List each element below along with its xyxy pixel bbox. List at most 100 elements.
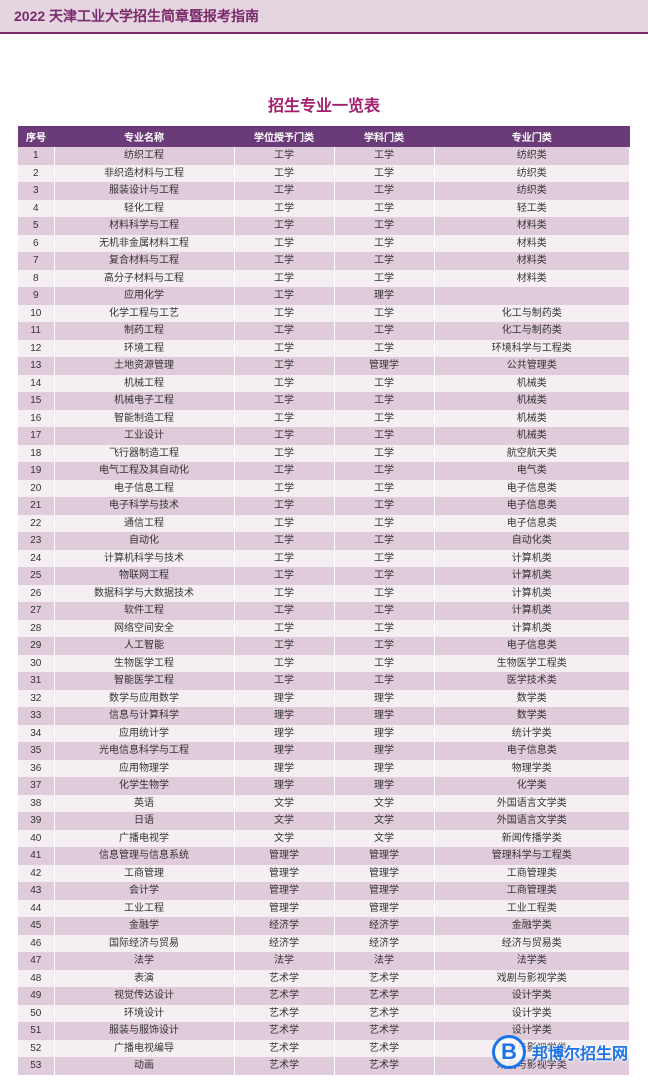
table-cell: 22	[18, 515, 54, 533]
table-cell: 38	[18, 795, 54, 813]
table-row: 1纺织工程工学工学纺织类	[18, 147, 630, 165]
table-cell: 11	[18, 322, 54, 340]
table-cell: 16	[18, 410, 54, 428]
table-cell: 工学	[334, 585, 434, 603]
table-cell: 35	[18, 742, 54, 760]
th-cat: 专业门类	[434, 126, 630, 147]
table-cell: 文学	[334, 812, 434, 830]
table-cell: 工学	[334, 252, 434, 270]
table-row: 16智能制造工程工学工学机械类	[18, 410, 630, 428]
table-row: 36应用物理学理学理学物理学类	[18, 760, 630, 778]
table-cell: 工学	[234, 550, 334, 568]
table-row: 41信息管理与信息系统管理学管理学管理科学与工程类	[18, 847, 630, 865]
table-cell: 软件工程	[54, 602, 234, 620]
table-cell: 艺术学	[234, 1057, 334, 1075]
table-cell: 9	[18, 287, 54, 305]
table-cell: 31	[18, 672, 54, 690]
table-cell: 17	[18, 427, 54, 445]
table-cell: 智能制造工程	[54, 410, 234, 428]
table-cell: 39	[18, 812, 54, 830]
table-row: 38英语文学文学外国语言文学类	[18, 795, 630, 813]
table-cell	[434, 287, 630, 305]
table-cell: 工业工程	[54, 900, 234, 918]
table-cell: 工学	[234, 200, 334, 218]
table-cell: 机械电子工程	[54, 392, 234, 410]
table-cell: 工学	[234, 340, 334, 358]
table-cell: 物联网工程	[54, 567, 234, 585]
table-cell: 42	[18, 865, 54, 883]
table-cell: 复合材料与工程	[54, 252, 234, 270]
table-cell: 计算机类	[434, 620, 630, 638]
table-cell: 法学类	[434, 952, 630, 970]
table-cell: 材料类	[434, 235, 630, 253]
table-cell: 轻化工程	[54, 200, 234, 218]
table-cell: 理学	[334, 690, 434, 708]
table-row: 29人工智能工学工学电子信息类	[18, 637, 630, 655]
table-cell: 电气工程及其自动化	[54, 462, 234, 480]
table-cell: 工学	[234, 147, 334, 165]
table-cell: 电子信息类	[434, 742, 630, 760]
table-cell: 52	[18, 1040, 54, 1058]
table-cell: 化学类	[434, 777, 630, 795]
table-row: 7复合材料与工程工学工学材料类	[18, 252, 630, 270]
table-cell: 工业工程类	[434, 900, 630, 918]
table-row: 3服装设计与工程工学工学纺织类	[18, 182, 630, 200]
table-row: 32数学与应用数学理学理学数学类	[18, 690, 630, 708]
table-cell: 数学类	[434, 690, 630, 708]
table-row: 48表演艺术学艺术学戏剧与影视学类	[18, 970, 630, 988]
table-row: 13土地资源管理工学管理学公共管理类	[18, 357, 630, 375]
table-cell: 广播电视编导	[54, 1040, 234, 1058]
table-row: 42工商管理管理学管理学工商管理类	[18, 865, 630, 883]
table-row: 11制药工程工学工学化工与制药类	[18, 322, 630, 340]
table-cell: 生物医学工程	[54, 655, 234, 673]
table-cell: 2	[18, 165, 54, 183]
majors-table: 序号 专业名称 学位授予门类 学科门类 专业门类 1纺织工程工学工学纺织类2非织…	[18, 126, 630, 1075]
table-cell: 艺术学	[334, 1005, 434, 1023]
table-cell: 理学	[234, 690, 334, 708]
table-row: 52广播电视编导艺术学艺术学戏剧与影视学类	[18, 1040, 630, 1058]
table-cell: 30	[18, 655, 54, 673]
table-cell: 高分子材料与工程	[54, 270, 234, 288]
table-cell: 应用统计学	[54, 725, 234, 743]
table-cell: 20	[18, 480, 54, 498]
table-cell: 艺术学	[234, 987, 334, 1005]
table-row: 15机械电子工程工学工学机械类	[18, 392, 630, 410]
table-cell: 金融学	[54, 917, 234, 935]
table-cell: 服装设计与工程	[54, 182, 234, 200]
table-row: 51服装与服饰设计艺术学艺术学设计学类	[18, 1022, 630, 1040]
table-cell: 外国语言文学类	[434, 795, 630, 813]
table-cell: 理学	[234, 742, 334, 760]
th-major: 专业名称	[54, 126, 234, 147]
table-cell: 艺术学	[334, 1022, 434, 1040]
table-cell: 艺术学	[234, 1040, 334, 1058]
table-cell: 法学	[334, 952, 434, 970]
table-row: 24计算机科学与技术工学工学计算机类	[18, 550, 630, 568]
table-cell: 工学	[234, 287, 334, 305]
table-cell: 45	[18, 917, 54, 935]
table-cell: 材料类	[434, 252, 630, 270]
table-cell: 工学	[334, 515, 434, 533]
table-cell: 46	[18, 935, 54, 953]
table-cell: 管理学	[334, 882, 434, 900]
table-cell: 信息管理与信息系统	[54, 847, 234, 865]
table-cell: 艺术学	[334, 970, 434, 988]
table-cell: 会计学	[54, 882, 234, 900]
table-cell: 23	[18, 532, 54, 550]
table-cell: 化工与制药类	[434, 322, 630, 340]
table-row: 53动画艺术学艺术学戏剧与影视学类	[18, 1057, 630, 1075]
table-cell: 26	[18, 585, 54, 603]
table-cell: 36	[18, 760, 54, 778]
th-field: 学科门类	[334, 126, 434, 147]
table-cell: 3	[18, 182, 54, 200]
table-cell: 法学	[54, 952, 234, 970]
table-cell: 广播电视学	[54, 830, 234, 848]
table-cell: 工学	[234, 392, 334, 410]
table-cell: 工学	[334, 217, 434, 235]
table-cell: 机械工程	[54, 375, 234, 393]
table-cell: 计算机科学与技术	[54, 550, 234, 568]
table-cell: 理学	[334, 742, 434, 760]
table-cell: 应用物理学	[54, 760, 234, 778]
table-cell: 计算机类	[434, 550, 630, 568]
table-cell: 戏剧与影视学类	[434, 1040, 630, 1058]
table-cell: 工学	[234, 427, 334, 445]
